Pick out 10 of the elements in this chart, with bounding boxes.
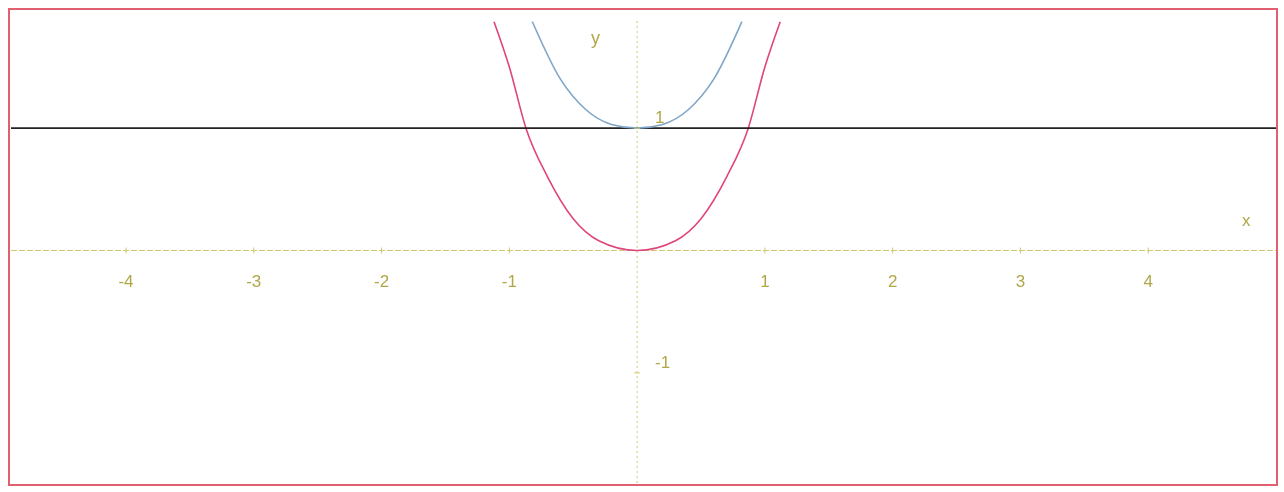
x-tick-label: -1 [501, 271, 517, 291]
x-tick-label: 2 [887, 271, 898, 291]
x-axis-title: x [1242, 210, 1251, 231]
y-axis-title: y [591, 28, 601, 49]
x-tick-label: -2 [373, 271, 390, 291]
x-tick-label: -3 [246, 271, 262, 291]
x-tick-label: -4 [118, 271, 134, 291]
x-tick-label: 1 [760, 271, 770, 291]
x-tick-label: 4 [1143, 271, 1153, 291]
x-tick-label: 3 [1015, 271, 1026, 291]
